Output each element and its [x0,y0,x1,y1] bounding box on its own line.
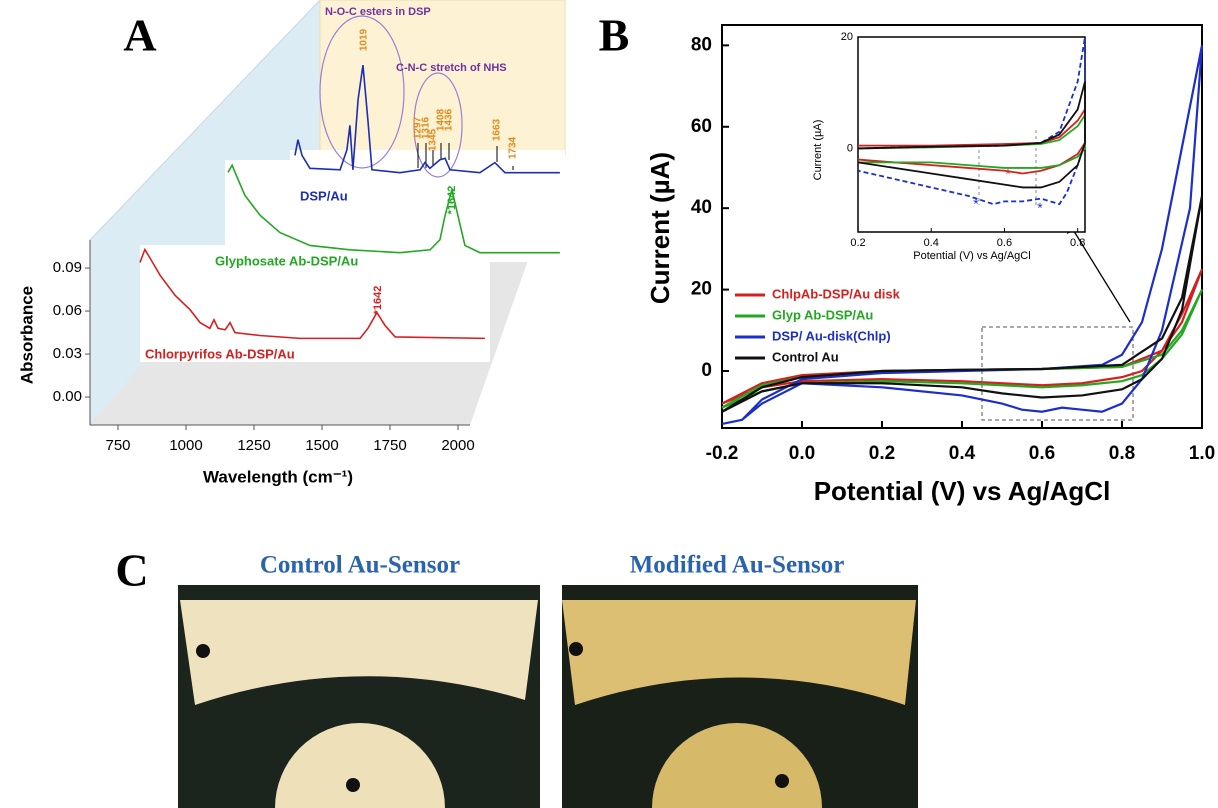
x-tick-label: 1000 [169,437,202,454]
inset-x-label: Potential (V) vs Ag/AgCl [913,250,1030,262]
photo-title: Modified Au-Sensor [630,552,845,579]
spectrum [227,163,560,254]
x-tick-label: 2000 [441,437,474,454]
x-tick-label: -0.2 [706,443,739,464]
legend-label: DSP/ Au-disk(Chlp) [772,328,891,343]
y-tick-label: 0 [847,142,853,154]
panel-label: C [115,545,148,596]
photo [178,585,540,808]
peak-label: 1663 [492,118,503,141]
highlight [413,72,463,178]
x-tick-label: 1.0 [1189,443,1215,464]
panel-label: B [599,10,630,61]
series-label: DSP/Au [300,188,348,203]
x-tick-label: 0.6 [1029,443,1055,464]
legend-label: Control Au [772,349,839,364]
y-tick-label: 0.03 [53,345,82,362]
y-tick-label: 0 [701,360,712,381]
photo-title: Control Au-Sensor [260,552,460,579]
y-axis-label: Absorbance [17,286,36,384]
star: * [1005,166,1011,182]
x-tick-label: 1500 [305,437,338,454]
cv-curve [721,195,1204,413]
cv-curve [857,81,1086,189]
y-tick-label: 20 [691,279,712,300]
highlight [319,15,405,169]
zoom-box [981,326,1134,421]
x-tick-label: 0.2 [869,443,895,464]
annotation: *1642 [446,186,458,215]
y-tick-label: 0.00 [53,388,82,405]
legend-label: ChlpAb-DSP/Au disk [772,286,901,301]
peak-label: 1345 [428,128,439,151]
x-tick-label: 1250 [237,437,270,454]
x-tick-label: 0.8 [1109,443,1135,464]
panel-label: A [123,10,156,61]
series-label: Glyphosate Ab-DSP/Au [215,253,358,268]
y-tick-label: 0.09 [53,259,82,276]
peak-label: 1436 [444,108,455,131]
star: * [1037,200,1043,216]
y-tick-label: 40 [691,197,712,218]
plane [140,245,490,362]
peak-label: 1408 [436,108,447,131]
star: * [973,196,979,212]
x-tick-label: 0.4 [924,237,939,249]
annotation: C-N-C stretch of NHS [396,62,507,74]
x-tick-label: 0.6 [997,237,1012,249]
peak-arrows [417,143,514,170]
x-axis-label: Wavelength (cm⁻¹) [203,467,353,486]
x-axis-label: Potential (V) vs Ag/AgCl [814,476,1111,506]
inset-y-label: Current (µA) [812,120,824,181]
peak-label: 1734 [508,136,519,159]
x-tick-label: 0.0 [789,443,815,464]
x-tick-label: 0.8 [1070,237,1085,249]
x-tick-label: 0.4 [949,443,976,464]
y-tick-label: 0.06 [53,302,82,319]
x-tick-label: 750 [105,437,130,454]
photo [562,585,918,808]
y-axis-label: Current (µA) [645,152,675,304]
annotation: *1642 [372,286,384,315]
series-label: Chlorpyrifos Ab-DSP/Au [145,346,295,361]
spectrum [294,65,560,174]
y-tick-label: 20 [841,31,853,43]
x-tick-label: 1750 [373,437,406,454]
peak-label: 1297 [413,116,424,139]
legend-label: Glyp Ab-DSP/Au [772,307,873,322]
y-tick-label: 60 [691,116,712,137]
annotation: N-O-C esters in DSP [325,6,431,18]
spectrum [139,247,485,340]
peak-label: 1019 [359,28,370,51]
y-tick-label: 80 [691,34,712,55]
inset-frame [857,36,1086,233]
peak-label: 1316 [421,116,432,139]
x-tick-label: 0.2 [850,237,865,249]
cv-curve [721,45,1204,426]
arrow [1071,227,1131,323]
